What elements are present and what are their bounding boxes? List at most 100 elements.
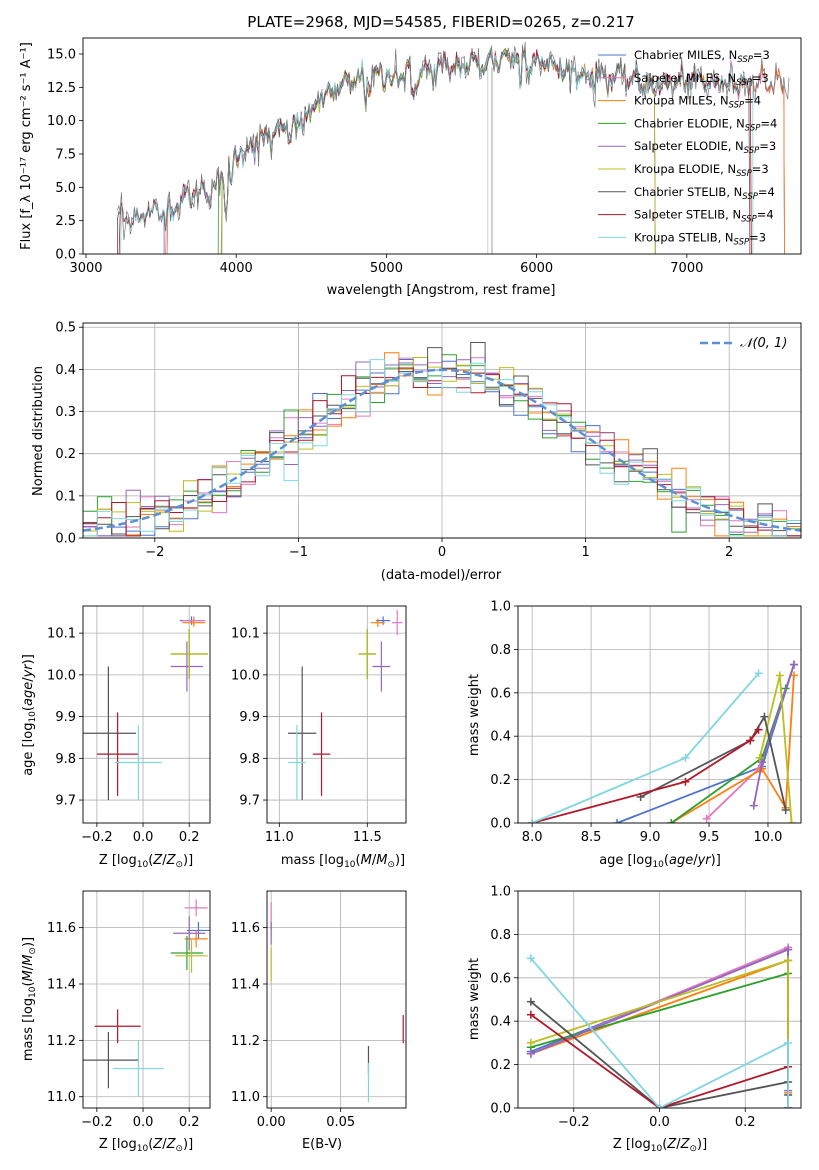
spectrum-plot: 3000 4000 5000 6000 7000 0.0 2.5 5.0 7.5 10.0 12.5… xyxy=(47,37,802,276)
y-tick-label: 0.2 xyxy=(55,447,76,462)
x-tick-label: 1 xyxy=(581,545,589,560)
y-tick-label: 0.4 xyxy=(490,730,511,745)
y-tick-label: 11.6 xyxy=(231,921,260,936)
weight-line-chabrier_stelib xyxy=(640,714,787,811)
y-tick-label: 0.0 xyxy=(490,1102,511,1117)
y-tick-label: 0.4 xyxy=(55,363,76,378)
y-tick-label: 9.7 xyxy=(55,794,76,809)
legend-sub: SSP xyxy=(744,146,760,156)
legend-val: =3 xyxy=(759,139,776,153)
x-tick-label: −1 xyxy=(289,545,308,560)
y-tick-label: 0.8 xyxy=(490,643,511,658)
x-tick-label: 3000 xyxy=(69,261,102,276)
x-tick-label: −0.2 xyxy=(81,1115,113,1130)
legend-sub: SSP xyxy=(741,215,757,225)
y-tick-label: 1.0 xyxy=(490,600,511,615)
age-Z-ylabel: age [log10(age/yr)] xyxy=(21,654,38,776)
x-tick-label: 0.05 xyxy=(326,1115,355,1130)
residuals-ylabel: Normed distribution xyxy=(31,366,46,496)
legend-label-salpeter_stelib: Salpeter STELIB, NSSP=4 xyxy=(634,208,774,225)
y-tick-label: 9.9 xyxy=(55,710,76,725)
weight-line-salpeter_stelib xyxy=(531,729,760,823)
y-tick-label: 11.0 xyxy=(47,1090,76,1105)
mass-ebv-xlabel: E(B-V) xyxy=(302,1137,342,1152)
y-tick-label: 0.0 xyxy=(55,248,76,263)
legend-sub: SSP xyxy=(745,123,761,133)
mass-Z-xlabel: Z [log10(Z/Z⊙)] xyxy=(99,1137,193,1154)
y-tick-label: 11.4 xyxy=(47,978,76,993)
x-tick-label: −2 xyxy=(145,545,164,560)
plot-area xyxy=(270,902,404,1103)
plot-area xyxy=(83,616,208,801)
x-tick-label: 2 xyxy=(725,545,733,560)
axes-frame xyxy=(517,605,802,824)
legend-label-salpeter_miles: Salpeter MILES, NSSP=3 xyxy=(634,71,769,88)
axes-frame xyxy=(82,890,211,1109)
x-tick-label: 11.5 xyxy=(353,830,382,845)
x-tick-label: −0.2 xyxy=(558,1115,590,1130)
legend-label-chabrier_elodie: Chabrier ELODIE, NSSP=4 xyxy=(634,116,777,133)
y-tick-label: 0.4 xyxy=(490,1015,511,1030)
y-tick-label: 0.0 xyxy=(490,817,511,832)
age-vs-Z-plot: −0.2 0.0 0.2 9.7 9.8 9.9 10.0 10.1 xyxy=(47,605,211,845)
x-tick-label: 6000 xyxy=(520,261,553,276)
legend-label-kroupa_stelib: Kroupa STELIB, NSSP=3 xyxy=(634,230,766,247)
y-tick-label: 10.0 xyxy=(231,668,260,683)
legend-sub: SSP xyxy=(736,78,752,88)
age-mass-xlabel: mass [log10(M/M⊙)] xyxy=(281,853,405,870)
plot-area xyxy=(83,342,801,538)
y-tick-label: 9.8 xyxy=(55,752,76,767)
y-tick-label: 11.0 xyxy=(231,1090,260,1105)
weight-vs-age-plot: 8.0 8.5 9.0 9.5 10.0 0.0 0.2 0.4 0.6 0.8 1.0 xyxy=(490,600,802,845)
x-tick-label: 4000 xyxy=(220,261,253,276)
y-tick-label: 11.6 xyxy=(47,921,76,936)
y-tick-label: 0.5 xyxy=(55,321,76,336)
weight-line-kroupa_stelib xyxy=(530,957,789,1108)
spectrum-panel: PLATE=2968, MJD=54585, FIBERID=0265, z=0… xyxy=(19,13,802,298)
y-tick-label: 11.4 xyxy=(231,978,260,993)
legend-val: =4 xyxy=(758,185,775,199)
x-tick-label: 0 xyxy=(438,545,446,560)
legend-label-chabrier_miles: Chabrier MILES, NSSP=3 xyxy=(634,48,770,65)
legend-sub: SSP xyxy=(729,101,745,111)
y-tick-label: 10.0 xyxy=(47,668,76,683)
legend-val: =4 xyxy=(760,116,777,130)
legend-sub: SSP xyxy=(736,169,752,179)
axes-frame xyxy=(517,890,802,1109)
plot-area xyxy=(288,610,403,801)
y-tick-label: 10.0 xyxy=(47,114,76,129)
y-tick-label: 0.2 xyxy=(490,1058,511,1073)
plot-area xyxy=(528,660,798,823)
legend-val: =3 xyxy=(752,71,769,85)
y-tick-label: 9.9 xyxy=(239,710,260,725)
w-Z-xlabel: Z [log10(Z/Z⊙)] xyxy=(613,1137,707,1154)
x-tick-label: 5000 xyxy=(370,261,403,276)
y-tick-label: 7.5 xyxy=(55,148,76,163)
mass-Z-ylabel: mass [log10(M/M⊙)] xyxy=(21,937,38,1061)
x-tick-label: 0.0 xyxy=(133,830,154,845)
x-tick-label: 0.00 xyxy=(257,1115,286,1130)
y-tick-label: 12.5 xyxy=(47,81,76,96)
plot-area xyxy=(83,899,210,1097)
residuals-panel: −2 −1 0 1 2 0.0 0.1 0.2 0.3 0.4 0.5 (data-model)/e… xyxy=(31,321,802,583)
legend-label-salpeter_elodie: Salpeter ELODIE, NSSP=3 xyxy=(634,139,776,156)
model-line-chabrier_stelib xyxy=(117,48,751,254)
spectrum-ylabel-text: Flux [f_λ 10⁻¹⁷ erg cm⁻² s⁻¹ A⁻¹] xyxy=(19,42,34,250)
y-tick-label: 0.6 xyxy=(490,686,511,701)
y-tick-label: 2.5 xyxy=(55,214,76,229)
y-tick-label: 0.0 xyxy=(55,532,76,547)
legend-label-chabrier_stelib: Chabrier STELIB, NSSP=4 xyxy=(634,185,775,202)
x-tick-label: 0.0 xyxy=(133,1115,154,1130)
y-tick-label: 0.2 xyxy=(490,773,511,788)
y-tick-label: 15.0 xyxy=(47,48,76,63)
weight-vs-Z-plot: −0.2 0.0 0.2 0.0 0.2 0.4 0.6 0.8 1.0 xyxy=(490,885,802,1130)
axes-frame xyxy=(82,605,211,824)
gauss-legend-label: 𝒩(0, 1) xyxy=(740,336,787,351)
residuals-legend: 𝒩(0, 1) xyxy=(700,336,787,351)
age-Z-xlabel: Z [log10(Z/Z⊙)] xyxy=(99,853,193,870)
y-tick-label: 0.3 xyxy=(55,405,76,420)
residuals-plot: −2 −1 0 1 2 0.0 0.1 0.2 0.3 0.4 0.5 xyxy=(55,321,802,560)
legend-val: =4 xyxy=(744,94,761,108)
spectrum-title: PLATE=2968, MJD=54585, FIBERID=0265, z=0… xyxy=(247,13,634,31)
